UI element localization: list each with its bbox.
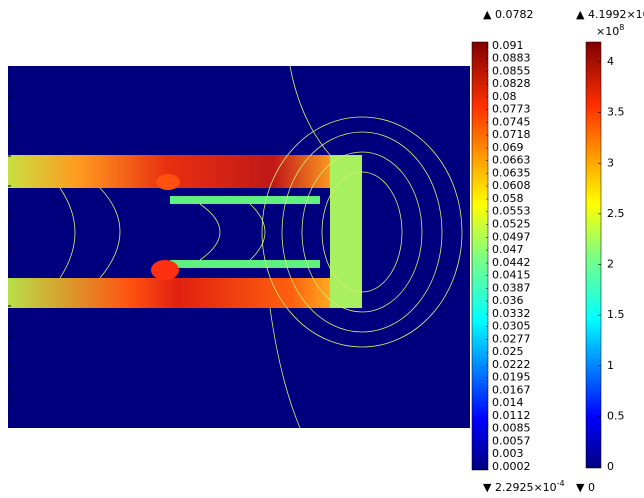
colorbar-2-multiplier: ×108 (596, 23, 624, 39)
colorbar-tick-label: 0.0002 (492, 460, 531, 473)
inner-strip (170, 196, 320, 204)
colorbar-tick-label: 2 (607, 258, 614, 271)
colorbar-tick-label: 0.0277 (492, 332, 531, 345)
colorbar-tick-label: 0 (607, 460, 614, 473)
colorbar-tick-label: 0.0442 (492, 256, 531, 269)
right-edge (330, 155, 362, 308)
colorbar-tick-label: 0.0167 (492, 383, 531, 396)
colorbar-tick-label: 0.0057 (492, 434, 531, 447)
colorbar-tick-label: 0.0745 (492, 116, 531, 129)
colorbar-tick-label: 0.0332 (492, 307, 531, 320)
colorbar-tick-label: 0.0773 (492, 103, 531, 116)
colorbar-tick-label: 0.5 (607, 409, 625, 422)
colorbar-tick-label: 0.0718 (492, 128, 531, 141)
colorbar-tick-label: 2.5 (607, 207, 625, 220)
colorbar-tick-label: 0.047 (492, 243, 524, 256)
colorbar-tick-label: 0.0553 (492, 205, 531, 218)
colorbar-tick-label: 1 (607, 359, 614, 372)
colorbar-1-min: ▼ 2.2925×10-4 (483, 479, 565, 495)
colorbar-tick-label: 0.0222 (492, 358, 531, 371)
colorbar-tick-label: 3.5 (607, 106, 625, 119)
colorbar-tick-label: 0.0855 (492, 65, 531, 78)
colorbar-1 (472, 42, 488, 470)
colorbar-tick-label: 0.0387 (492, 281, 531, 294)
colorbar-1-max: ▲ 0.0782 (483, 8, 533, 21)
colorbar-tick-label: 0.091 (492, 39, 524, 52)
colorbar-tick-label: 0.0195 (492, 371, 531, 384)
colorbar-tick-label: 0.08 (492, 90, 517, 103)
inner-strip (170, 260, 320, 268)
colorbar-tick-label: 0.0608 (492, 179, 531, 192)
lower-conductor (8, 278, 362, 308)
colorbar-tick-label: 1.5 (607, 308, 625, 321)
colorbar-2-max: ▲ 4.1992×108 (576, 6, 644, 22)
colorbar-tick-label: 4 (607, 55, 614, 68)
colorbar-tick-label: 0.003 (492, 447, 524, 460)
colorbar-tick-label: 0.0305 (492, 320, 531, 333)
colorbar-tick-label: 0.0085 (492, 422, 531, 435)
colorbar-tick-label: 0.025 (492, 345, 524, 358)
colorbar-tick-label: 0.0112 (492, 409, 531, 422)
hotspot (151, 260, 179, 280)
colorbar-tick-label: 0.058 (492, 192, 524, 205)
colorbar-tick-label: 0.0883 (492, 52, 531, 65)
colorbar-tick-label: 3 (607, 156, 614, 169)
colorbar-tick-label: 0.0663 (492, 154, 531, 167)
colorbar-tick-label: 0.0415 (492, 269, 531, 282)
plot-view: ▲ 0.0782 ▼ 2.2925×10-4 ▲ 4.1992×108 ▼ 0 … (0, 0, 644, 498)
colorbar-tick-label: 0.0635 (492, 167, 531, 180)
hotspot (156, 174, 180, 190)
upper-conductor (8, 155, 362, 188)
colorbar-tick-label: 0.069 (492, 141, 524, 154)
colorbar-2 (586, 42, 601, 468)
colorbar-tick-label: 0.0525 (492, 218, 531, 231)
colorbar-tick-label: 0.014 (492, 396, 524, 409)
colorbar-2-min: ▼ 0 (576, 481, 595, 494)
colorbar-tick-label: 0.0497 (492, 230, 531, 243)
field-plot (8, 66, 470, 428)
colorbar-tick-label: 0.0828 (492, 77, 531, 90)
colorbar-tick-label: 0.036 (492, 294, 524, 307)
